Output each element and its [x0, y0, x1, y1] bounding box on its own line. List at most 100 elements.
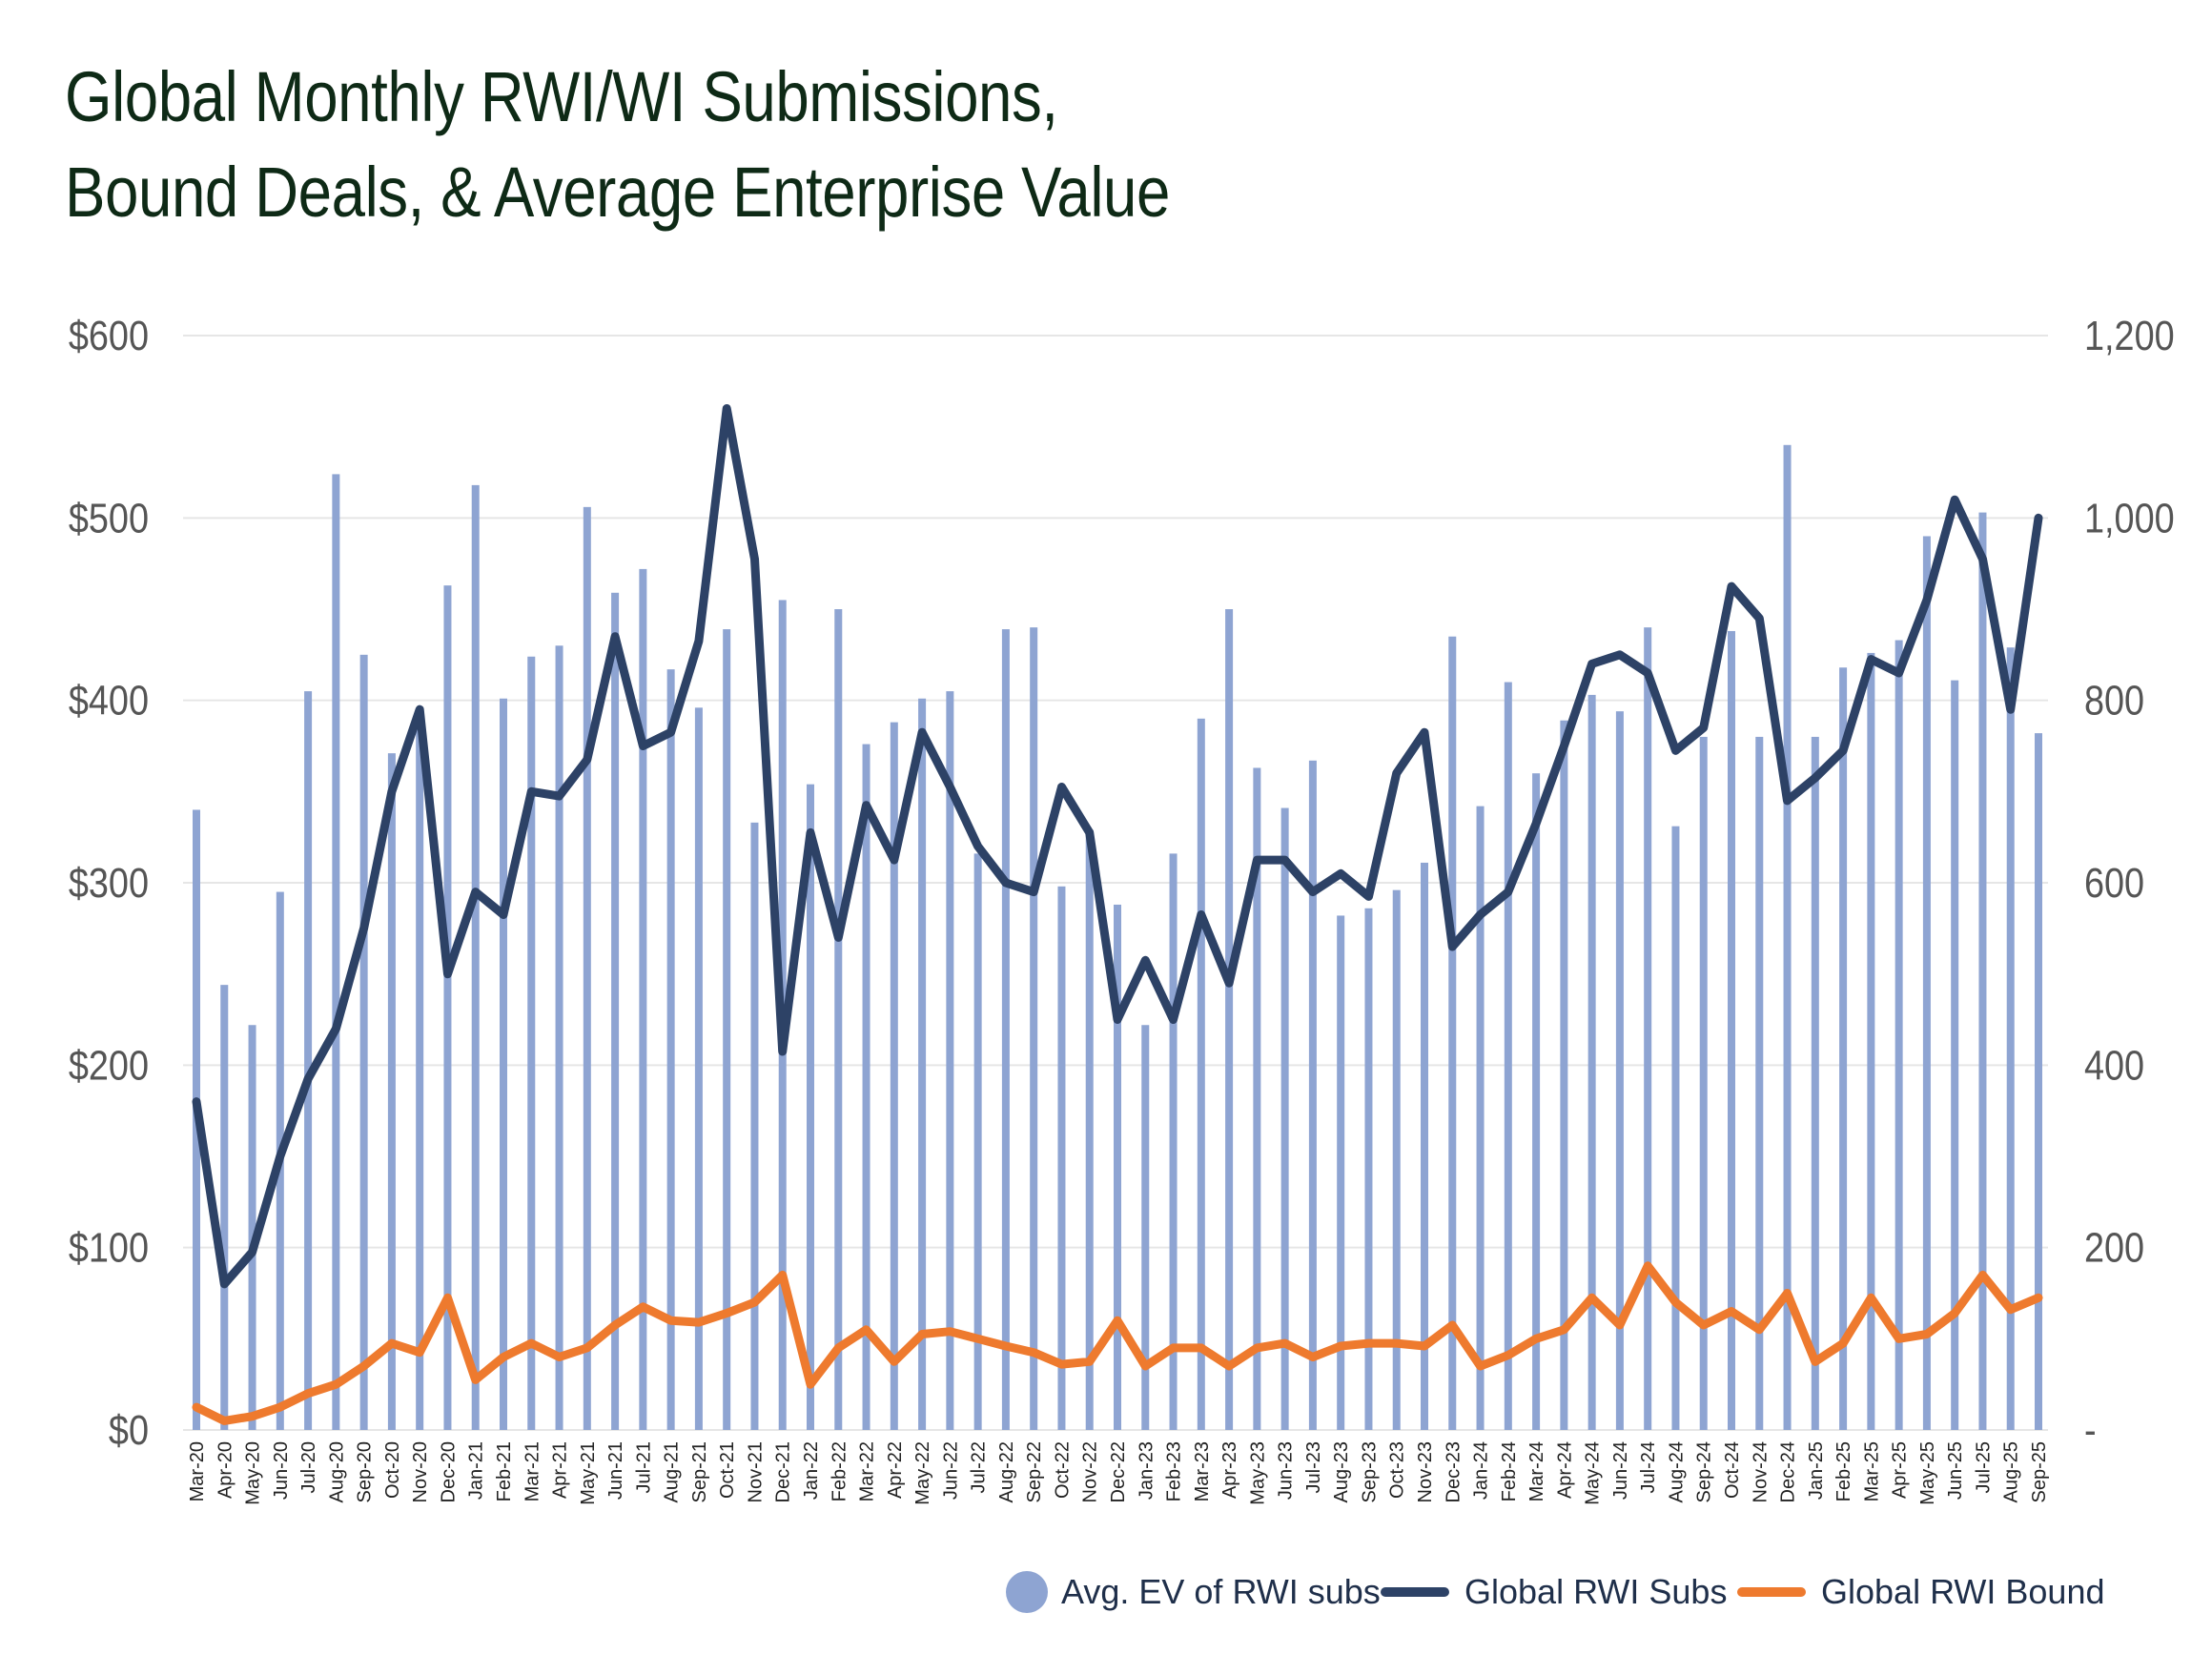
x-tick-label: Jun-24: [1610, 1441, 1631, 1500]
x-tick-label: Jan-24: [1471, 1441, 1492, 1500]
x-tick-label: Jun-23: [1276, 1441, 1297, 1500]
x-tick-label: Oct-24: [1722, 1441, 1743, 1499]
bar: [1699, 736, 1708, 1430]
x-tick-label: Jul-23: [1303, 1441, 1324, 1493]
bar: [834, 609, 843, 1430]
x-tick-label: Nov-24: [1750, 1441, 1771, 1502]
x-tick-label: Aug-21: [662, 1441, 683, 1503]
x-tick-label: Dec-20: [438, 1441, 459, 1502]
bar: [304, 691, 313, 1430]
x-tick-label: Apr-20: [215, 1441, 236, 1499]
y-left-tick-label: $400: [69, 677, 149, 724]
bar: [1197, 718, 1205, 1430]
bar: [1783, 444, 1792, 1430]
x-tick-label: Apr-21: [550, 1441, 571, 1499]
x-tick-label: Dec-22: [1108, 1441, 1129, 1502]
legend-subs-label: Global RWI Subs: [1464, 1572, 1728, 1611]
x-tick-label: Apr-25: [1890, 1441, 1911, 1499]
x-tick-label: Sep-23: [1359, 1441, 1380, 1503]
x-tick-label: Nov-20: [410, 1441, 431, 1502]
bar: [750, 822, 759, 1430]
legend-item-avg-ev: Avg. EV of RWI subs: [1006, 1563, 1381, 1621]
x-tick-label: Apr-23: [1219, 1441, 1240, 1499]
bar: [1030, 627, 1038, 1430]
legend-bar-swatch-icon: [1006, 1571, 1048, 1613]
legend-item-subs: Global RWI Subs: [1381, 1563, 1727, 1621]
legend-item-bound: Global RWI Bound: [1737, 1563, 2105, 1621]
bar: [1728, 630, 1735, 1430]
bar: [583, 506, 591, 1430]
bar: [387, 753, 396, 1430]
x-tick-label: May-22: [912, 1441, 933, 1505]
subs-line: [192, 404, 2043, 1289]
x-tick-label: May-21: [578, 1441, 599, 1505]
bar: [1755, 736, 1764, 1430]
x-tick-label: Sep-22: [1024, 1441, 1045, 1503]
bar: [1476, 806, 1485, 1430]
legend-bound-swatch-icon: [1737, 1587, 1806, 1597]
y-right-tick-label: 200: [2084, 1224, 2144, 1271]
bar: [946, 691, 954, 1430]
y-left-tick-label: $0: [109, 1406, 149, 1453]
chart-title-line-1: Global Monthly RWI/WI Submissions,: [65, 57, 1058, 136]
x-tick-label: Apr-22: [885, 1441, 906, 1499]
x-tick-label: Aug-23: [1331, 1441, 1352, 1503]
legend-avg-ev-label: Avg. EV of RWI subs: [1061, 1572, 1381, 1611]
x-tick-label: Nov-21: [745, 1441, 766, 1502]
bar: [1421, 862, 1428, 1430]
x-tick-label: Jan-21: [466, 1441, 487, 1500]
x-tick-label: Feb-25: [1833, 1441, 1854, 1501]
x-tick-label: Jul-21: [633, 1441, 654, 1493]
x-tick-label: Feb-21: [494, 1441, 515, 1501]
bar: [1001, 629, 1010, 1430]
x-tick-label: May-24: [1583, 1441, 1604, 1505]
bar: [2006, 647, 2015, 1430]
bar: [1308, 760, 1317, 1430]
bar: [666, 669, 675, 1430]
bar: [807, 784, 814, 1430]
x-tick-label: Mar-23: [1192, 1441, 1213, 1501]
x-tick-label: Mar-25: [1861, 1441, 1882, 1501]
x-tick-label: Mar-20: [187, 1441, 208, 1501]
bar: [1364, 908, 1373, 1430]
bar: [1225, 609, 1234, 1430]
x-tick-label: Sep-25: [2029, 1441, 2050, 1503]
x-tick-label: Aug-20: [326, 1441, 347, 1503]
x-tick-label: Oct-22: [1052, 1441, 1073, 1499]
bar: [1839, 667, 1848, 1430]
bar: [611, 592, 620, 1430]
x-tick-label: Jun-25: [1945, 1441, 1966, 1500]
bar: [220, 985, 229, 1430]
bar: [1057, 886, 1066, 1430]
bar: [416, 718, 424, 1430]
bar: [1253, 767, 1261, 1430]
bar: [332, 474, 340, 1430]
x-tick-label: May-25: [1917, 1441, 1938, 1505]
x-tick-label: Aug-22: [996, 1441, 1017, 1503]
y-left-tick-label: $500: [69, 495, 149, 541]
bar: [1392, 889, 1401, 1430]
x-tick-label: Jul-24: [1638, 1441, 1659, 1493]
bar: [1867, 652, 1875, 1430]
bar: [1978, 512, 1987, 1430]
bar: [1448, 636, 1457, 1430]
bar: [1085, 829, 1094, 1430]
x-tick-label: Jul-22: [969, 1441, 990, 1493]
x-tick-label: Apr-24: [1554, 1441, 1575, 1499]
x-tick-label: Aug-25: [2001, 1441, 2022, 1503]
bar: [862, 744, 870, 1430]
bar: [1811, 736, 1819, 1430]
bar: [918, 698, 927, 1430]
x-tick-label: Sep-21: [689, 1441, 710, 1503]
chart-title: Global Monthly RWI/WI Submissions, Bound…: [65, 50, 1170, 240]
bar: [555, 645, 563, 1430]
x-tick-label: Mar-21: [522, 1441, 543, 1501]
x-tick-label: Dec-21: [773, 1441, 794, 1502]
bar: [500, 698, 507, 1430]
x-tick-label: Jun-20: [271, 1441, 292, 1500]
x-tick-label: Jul-20: [298, 1441, 319, 1493]
bar: [1895, 640, 1903, 1430]
x-tick-label: Oct-23: [1387, 1441, 1408, 1499]
x-tick-label: Jan-25: [1806, 1441, 1827, 1500]
bar: [248, 1025, 256, 1430]
